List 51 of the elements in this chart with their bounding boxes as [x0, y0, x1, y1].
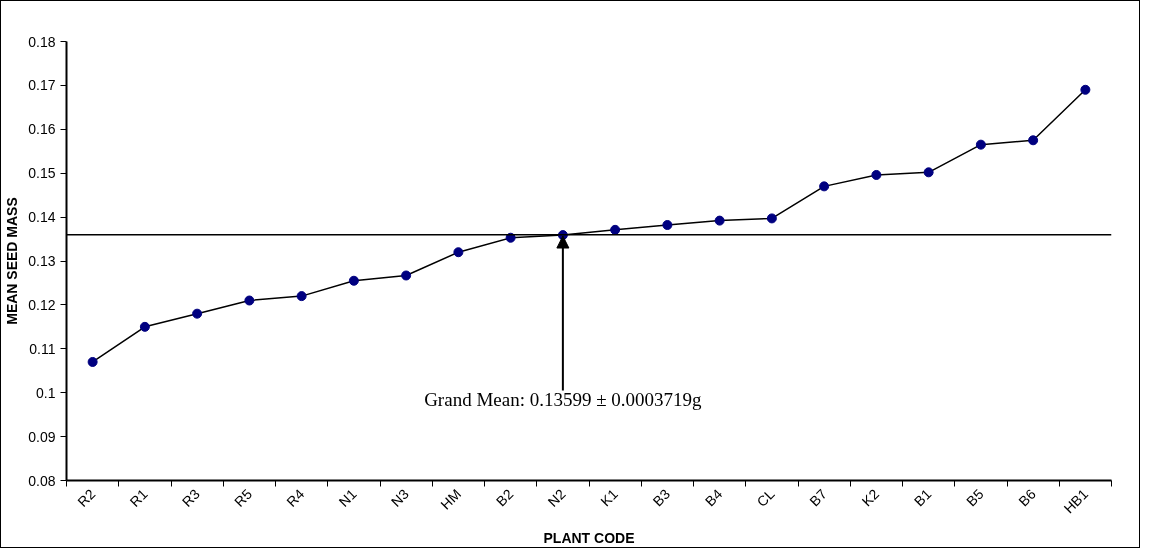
x-tick-label: B6	[1015, 485, 1039, 510]
point	[1028, 135, 1039, 146]
x-tick-label: R1	[126, 485, 151, 510]
x-tick-label: CL	[753, 485, 778, 510]
x-tick-label: K1	[597, 485, 621, 510]
x-tick-label: R3	[178, 485, 203, 510]
x-axis-title: PLANT CODE	[543, 530, 635, 547]
y-tick-label: 0.15	[28, 165, 56, 182]
point	[87, 356, 98, 367]
y-tick-label: 0.1	[36, 384, 56, 401]
y-tick-label: 0.14	[28, 209, 56, 226]
y-tick-label: 0.11	[29, 340, 56, 357]
point	[296, 291, 307, 302]
x-tick-label: R2	[74, 485, 99, 510]
annotation: Grand Mean: 0.13599 ± 0.0003719g	[424, 389, 703, 411]
y-tick-label: 0.16	[28, 121, 56, 138]
point	[348, 275, 359, 286]
point	[244, 295, 255, 306]
point	[923, 167, 934, 178]
x-tick-label: R4	[283, 485, 308, 510]
y-tick-label: 0.18	[28, 33, 56, 50]
y-axis-title: MEAN SEED MASS	[4, 197, 21, 325]
y-tick-label: 0.12	[28, 296, 56, 313]
x-tick-label: N1	[335, 485, 360, 510]
x-tick-label: N2	[544, 485, 569, 510]
x-tick-label: B2	[492, 485, 517, 510]
point	[819, 181, 830, 192]
y-tick-label: 0.08	[28, 472, 56, 489]
point	[714, 215, 725, 226]
y-tick-label: 0.09	[28, 428, 56, 445]
x-tick-label: B3	[649, 485, 674, 510]
x-tick-label: B4	[701, 485, 726, 510]
point	[610, 224, 621, 235]
x-tick-label: B5	[963, 485, 987, 510]
point	[192, 308, 203, 319]
point	[975, 139, 986, 150]
x-tick-label: HM	[437, 485, 465, 513]
x-tick-label: B7	[806, 485, 830, 510]
x-tick-label: B1	[910, 485, 935, 510]
point	[871, 169, 882, 180]
point	[1080, 84, 1091, 95]
point	[453, 247, 464, 258]
x-tick-label: R5	[231, 485, 256, 510]
y-tick-label: 0.13	[28, 253, 56, 269]
x-tick-label: N3	[387, 485, 412, 510]
point	[139, 321, 150, 332]
point	[401, 270, 412, 281]
point	[662, 220, 673, 230]
point	[766, 213, 777, 224]
y-tick-label: 0.17	[28, 77, 56, 94]
x-tick-label: K2	[858, 485, 883, 510]
